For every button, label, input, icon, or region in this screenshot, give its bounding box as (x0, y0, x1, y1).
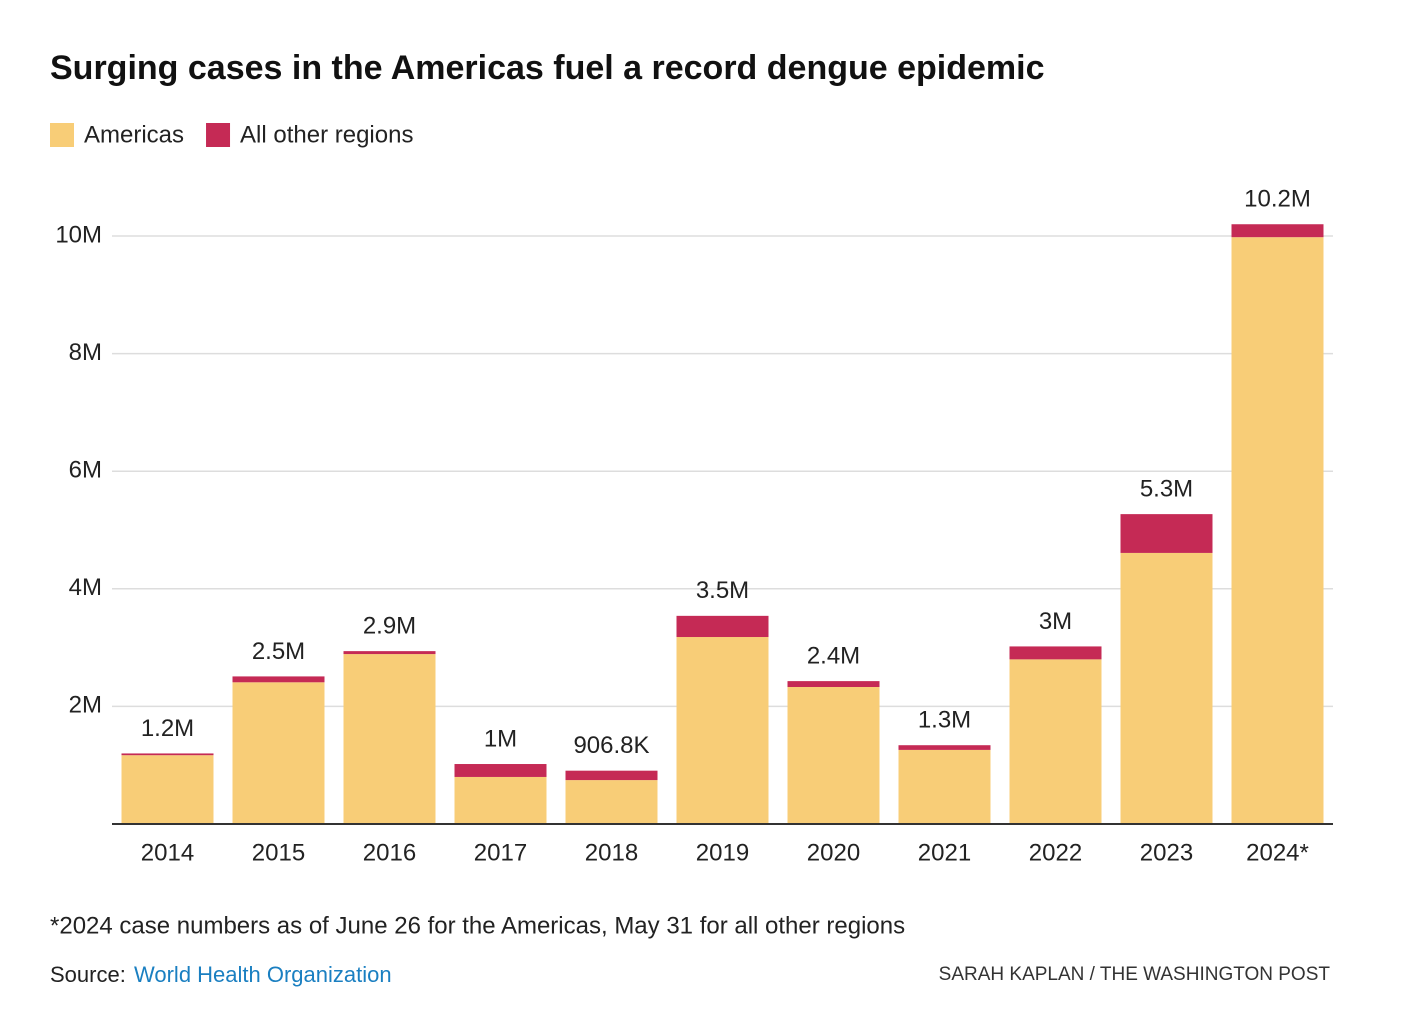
legend-label: All other regions (240, 121, 413, 148)
x-tick-label: 2018 (585, 839, 638, 866)
credit: SARAH KAPLAN / THE WASHINGTON POST (939, 964, 1331, 985)
bar-segment (1009, 659, 1102, 824)
chart-title: Surging cases in the Americas fuel a rec… (50, 49, 1045, 87)
x-tick-label: 2016 (363, 839, 416, 866)
legend-swatch (206, 123, 231, 147)
bar-segment (898, 745, 991, 750)
source-label: Source: (50, 962, 126, 987)
bar-segment (232, 682, 325, 824)
y-tick-label: 10M (55, 221, 102, 248)
bar-segment (898, 749, 991, 824)
bar-segment (565, 770, 658, 781)
bar-segment (787, 686, 880, 824)
bar-segment (121, 755, 214, 824)
bar-segment (454, 764, 547, 777)
total-label: 3M (1039, 608, 1072, 635)
total-label: 2.5M (252, 638, 305, 665)
bar-segment (565, 780, 658, 824)
bar-segment (343, 654, 436, 824)
bar-segment (1009, 646, 1102, 660)
total-label: 2.4M (807, 642, 860, 669)
bar-segment (121, 753, 214, 756)
x-tick-label: 2014 (141, 839, 194, 866)
x-tick-label: 2019 (696, 839, 749, 866)
y-tick-label: 6M (69, 457, 102, 484)
total-label: 10.2M (1244, 186, 1311, 213)
x-tick-label: 2021 (918, 839, 971, 866)
bar-segment (1231, 237, 1324, 824)
x-tick-label: 2023 (1140, 839, 1193, 866)
total-label: 1M (484, 725, 517, 752)
bar-segment (1231, 224, 1324, 238)
x-tick-label: 2020 (807, 839, 860, 866)
bar-segment (1120, 552, 1213, 824)
total-label: 5.3M (1140, 475, 1193, 502)
bar-segment (454, 776, 547, 824)
y-tick-label: 4M (69, 574, 102, 601)
x-tick-label: 2015 (252, 839, 305, 866)
bar-segment (676, 615, 769, 638)
bar-segment (343, 651, 436, 655)
bar-segment (1120, 514, 1213, 553)
x-tick-label: 2024* (1246, 839, 1309, 866)
legend-swatch (50, 123, 74, 147)
total-label: 2.9M (363, 612, 416, 639)
bar-segment (787, 681, 880, 687)
y-tick-label: 8M (69, 339, 102, 366)
total-label: 1.2M (141, 715, 194, 742)
bar-segment (232, 676, 325, 683)
footnote: *2024 case numbers as of June 26 for the… (50, 912, 905, 939)
total-label: 3.5M (696, 577, 749, 604)
legend-label: Americas (84, 121, 184, 148)
bar-segment (676, 637, 769, 824)
total-label: 1.3M (918, 707, 971, 734)
source-link[interactable]: World Health Organization (134, 962, 392, 987)
x-tick-label: 2017 (474, 839, 527, 866)
y-tick-label: 2M (69, 692, 102, 719)
total-label: 906.8K (573, 732, 649, 759)
x-tick-label: 2022 (1029, 839, 1082, 866)
